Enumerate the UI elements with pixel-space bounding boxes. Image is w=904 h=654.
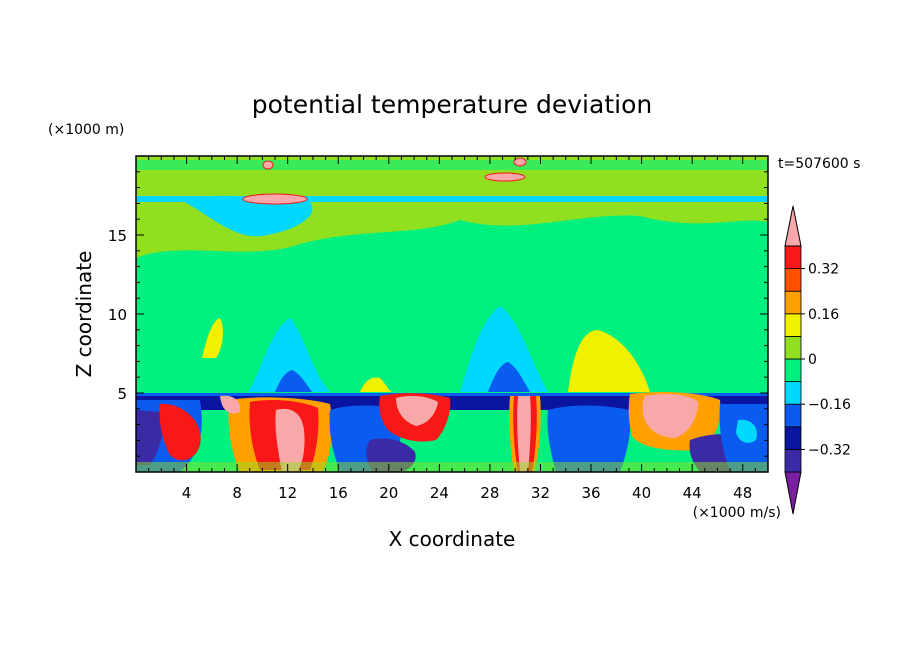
colorbar-swatch: [784, 335, 802, 360]
y-axis: 5 10 15: [108, 171, 768, 457]
contour-yellow-3: [360, 377, 392, 392]
contour-blue-plume-1: [275, 370, 312, 392]
colorbar-swatch: [784, 358, 802, 383]
contour-lower-pink-1: [275, 408, 305, 472]
colorbar-extend-high: [784, 205, 802, 247]
x-tick-label: 44: [683, 484, 702, 502]
colorbar-tick-label: 0: [808, 352, 817, 368]
colorbar-tick-label: −0.32: [808, 442, 851, 458]
y-axis-label: Z coordinate: [72, 251, 96, 378]
colorbar-swatch: [784, 381, 802, 405]
contour-lower-green-strip: [136, 462, 768, 472]
contour-lower-red-1: [159, 403, 201, 461]
x-tick-label: 32: [531, 484, 550, 502]
x-tick-label: 48: [733, 484, 752, 502]
contour-top-band-green: [136, 160, 768, 170]
contour-blue-plume-2: [488, 362, 530, 392]
contour-field: [136, 156, 768, 472]
contour-pink-top-3: [513, 157, 527, 167]
contour-cyan-plume-1: [248, 318, 330, 392]
colorbar-swatch: [784, 426, 802, 450]
colorbar: 0.32 0.16 0 −0.16 −0.32: [784, 205, 851, 515]
contour-top-band: [136, 196, 768, 202]
x-tick-label: 4: [182, 484, 192, 502]
y-tick-label: 15: [108, 227, 127, 245]
contour-lower-pink-col-2: [517, 396, 531, 472]
contour-pink-top-1: [242, 193, 308, 205]
x-tick-label: 40: [632, 484, 651, 502]
x-tick-label: 36: [581, 484, 600, 502]
colorbar-swatch: [784, 403, 802, 428]
contour-lower-left-purple: [136, 410, 163, 465]
y-unit-label: (×1000 m): [48, 122, 124, 138]
x-unit-label: (×1000 m/s): [693, 505, 781, 521]
colorbar-swatch: [784, 448, 802, 473]
x-tick-label: 24: [430, 484, 449, 502]
colorbar-extend-low: [784, 471, 802, 515]
colorbar-swatch: [784, 290, 802, 315]
x-tick-label: 20: [379, 484, 398, 502]
colorbar-tick-label: −0.16: [808, 397, 851, 413]
colorbar-swatch: [784, 268, 802, 292]
colorbar-swatch: [784, 245, 802, 270]
contour-yellow-2: [202, 318, 223, 358]
x-axis: 4 8 12 16 20 24 28 32 36 40 44 48: [148, 156, 756, 502]
contour-lower-cyan-far-right: [736, 419, 757, 443]
contour-upper-green: [136, 156, 768, 258]
contour-yellow-1: [568, 330, 650, 392]
contour-lower-pink-2: [220, 395, 241, 414]
contour-boundary-band-top: [136, 393, 768, 396]
contour-lower-blue-right: [547, 405, 631, 472]
contour-cyan-plume-2: [460, 306, 548, 392]
contour-pink-top-4: [262, 160, 274, 170]
contour-lower-pink-mid: [396, 395, 438, 426]
chart-title: potential temperature deviation: [252, 90, 652, 119]
contour-pink-top-2: [484, 172, 526, 182]
x-tick-label: 8: [232, 484, 242, 502]
y-tick-label: 10: [108, 306, 127, 324]
x-tick-label: 16: [329, 484, 348, 502]
colorbar-tick-label: 0.16: [808, 307, 839, 323]
contour-lower-pink-right: [642, 394, 698, 438]
x-tick-label: 28: [480, 484, 499, 502]
contour-top-cyan: [175, 195, 313, 237]
x-tick-label: 12: [278, 484, 297, 502]
colorbar-tick-label: 0.32: [808, 262, 839, 278]
y-tick-label: 5: [117, 385, 127, 403]
time-label: t=507600 s: [778, 156, 860, 172]
colorbar-swatch: [784, 313, 802, 337]
x-axis-label: X coordinate: [389, 527, 516, 551]
